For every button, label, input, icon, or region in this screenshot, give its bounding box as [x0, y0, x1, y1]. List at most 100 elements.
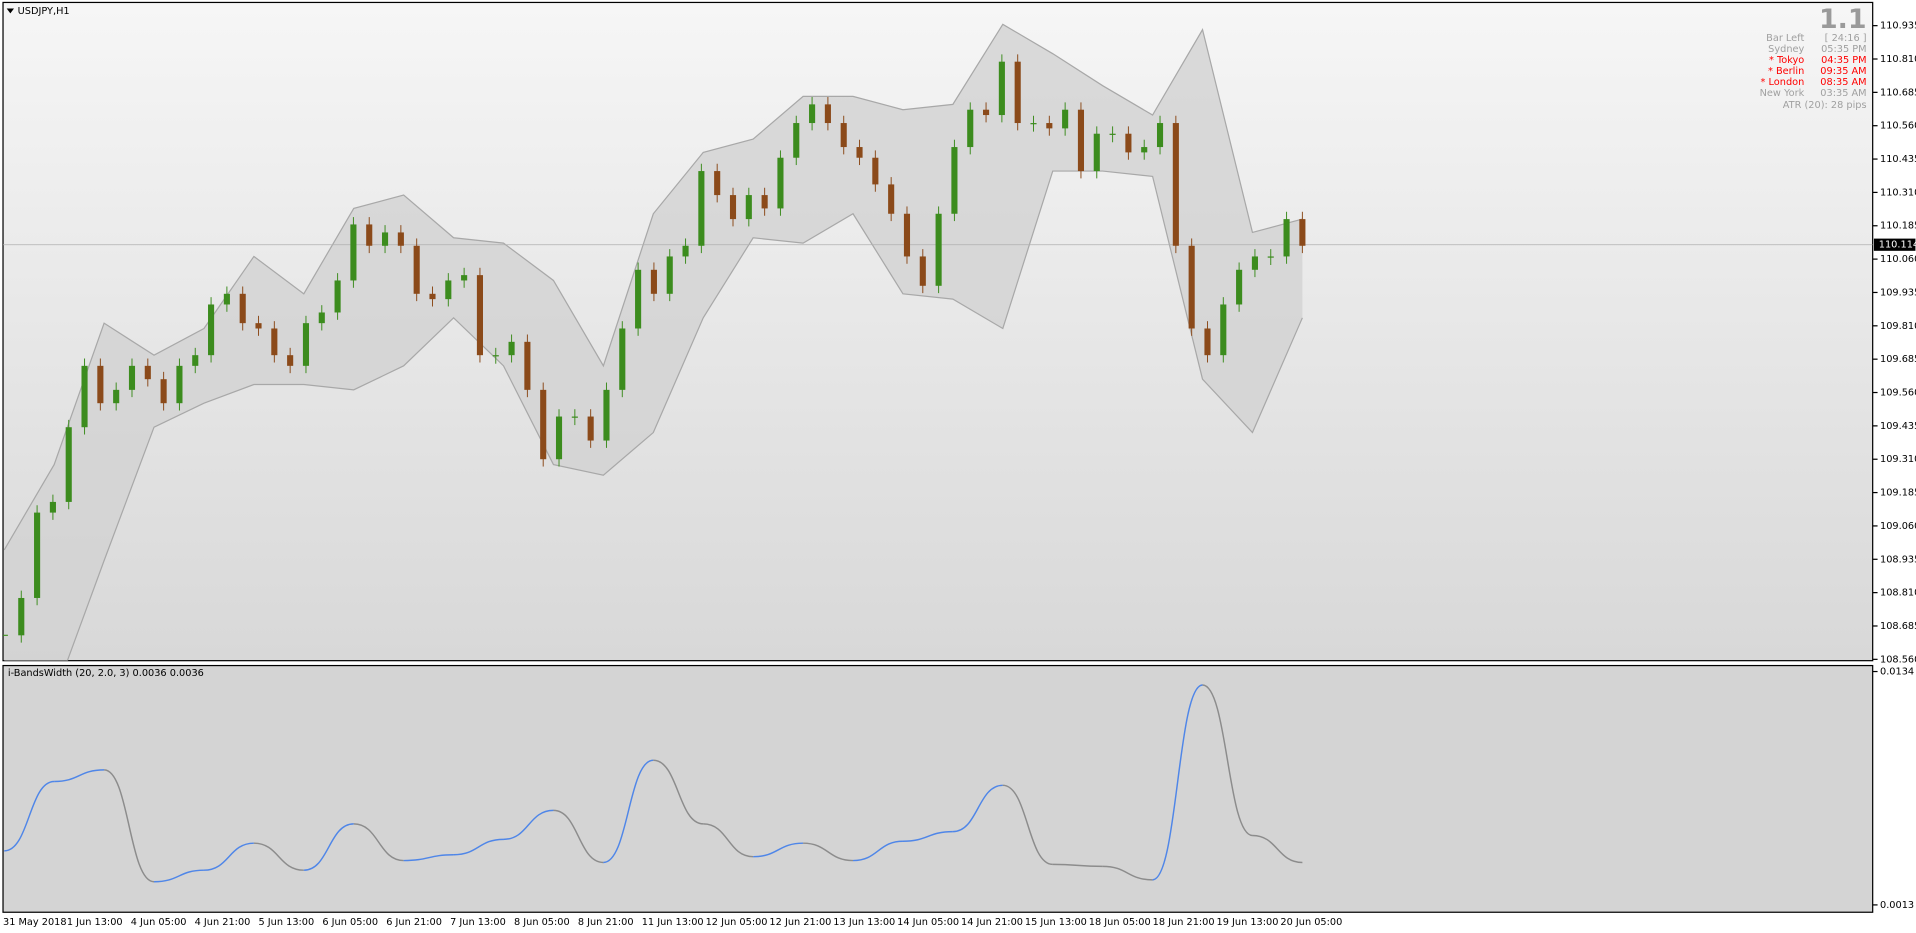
menu-arrow[interactable] [6, 8, 15, 14]
candle-body [619, 328, 626, 390]
candle-body [476, 275, 483, 356]
x-tick-label: 11 Jun 13:00 [642, 917, 704, 928]
x-tick-label: 8 Jun 21:00 [578, 917, 634, 928]
symbol-title: USDJPY,H1 [18, 6, 70, 17]
candle-body [1204, 328, 1211, 356]
bandwidth-segment [403, 854, 454, 862]
x-tick-label: 20 Jun 05:00 [1280, 917, 1342, 928]
info-value: [ 24:16 ] [1825, 33, 1867, 44]
bandwidth-segment [1002, 784, 1053, 866]
candle-body [1141, 147, 1148, 153]
x-tick-label: 4 Jun 21:00 [195, 917, 251, 928]
y-tick-label: 108.935 [1880, 554, 1916, 565]
info-label: * London [1761, 77, 1805, 88]
big-number: 1.1 [1819, 4, 1867, 35]
candle-body [1109, 133, 1116, 135]
y-tick-label: 110.435 [1880, 154, 1916, 165]
bandwidth-segment [653, 759, 704, 825]
candle-body [113, 389, 120, 404]
candle-body [413, 245, 420, 294]
candle-body [935, 213, 942, 286]
upper-band [3, 23, 1303, 551]
candle-body [998, 61, 1005, 116]
bandwidth-segment [4, 780, 55, 852]
bandwidth-segment [503, 809, 554, 841]
candle-body [824, 104, 831, 124]
candle-body [223, 293, 230, 305]
bandwidth-segment [303, 823, 354, 871]
candle-body [840, 123, 847, 148]
y-tick-label: 110.310 [1880, 187, 1916, 198]
candle-body [603, 389, 610, 441]
bandwidth-segment [703, 823, 754, 858]
x-tick-label: 15 Jun 13:00 [1025, 917, 1087, 928]
bandwidth-segment [803, 842, 854, 862]
candle-body [492, 355, 499, 357]
y-tick-label: 110.810 [1880, 54, 1916, 65]
x-tick-label: 14 Jun 05:00 [897, 917, 959, 928]
candle-body [508, 341, 515, 356]
y-tick-label: 109.560 [1880, 388, 1916, 399]
x-tick-label: 12 Jun 21:00 [769, 917, 831, 928]
candle-body [18, 597, 25, 636]
info-label: Sydney [1768, 44, 1804, 55]
bandwidth-segment [1052, 863, 1103, 868]
x-tick-label: 18 Jun 05:00 [1089, 917, 1151, 928]
candle-body [1093, 133, 1100, 172]
candle-body [650, 269, 657, 294]
candle-body [176, 365, 183, 404]
candle-body [903, 213, 911, 257]
candle-body [761, 195, 768, 209]
candle-body [983, 109, 990, 116]
x-tick-label: 31 May 2018 [3, 917, 67, 928]
bandwidth-segment [253, 842, 304, 871]
info-label: New York [1760, 88, 1805, 99]
band-area [4, 24, 1303, 661]
info-value: 04:35 PM [1821, 55, 1867, 66]
candle-body [540, 389, 547, 460]
candle-body [1077, 109, 1085, 172]
candle-body [793, 123, 800, 158]
y-tick-label: 109.935 [1880, 287, 1916, 298]
bandwidth-segment [553, 809, 604, 864]
candle-body [1172, 123, 1179, 246]
bandwidth-segment [1202, 684, 1253, 837]
bandwidth-segment [353, 823, 404, 862]
candle-body [1062, 109, 1069, 129]
x-tick-label: 13 Jun 13:00 [833, 917, 895, 928]
candle-body [445, 280, 452, 300]
candle-body [1156, 123, 1164, 148]
bandwidth-segment [154, 869, 204, 883]
info-value: 03:35 AM [1820, 88, 1866, 99]
x-tick-label: 19 Jun 13:00 [1217, 917, 1279, 928]
candle-body [888, 184, 895, 214]
lower-band [66, 170, 1303, 661]
info-label: * Tokyo [1769, 55, 1804, 66]
current-price-box [1873, 238, 1916, 251]
candle-body [34, 512, 41, 598]
candle-body [1014, 61, 1021, 124]
candle-body [302, 323, 310, 366]
candle-body [381, 232, 389, 246]
y-tick-label: 108.560 [1880, 654, 1916, 665]
info-value: 08:35 AM [1820, 77, 1866, 88]
candle-body [698, 171, 705, 246]
indicator-pane [2, 664, 1874, 913]
x-tick-label: 6 Jun 21:00 [386, 917, 442, 928]
bandwidth-segment [603, 759, 654, 864]
candle-body [208, 304, 215, 356]
x-tick-label: 12 Jun 05:00 [706, 917, 768, 928]
y-tick-label: 0.0013 [1880, 900, 1914, 911]
candle-body [571, 416, 578, 418]
candle-body [49, 501, 56, 513]
y-tick-label: 109.810 [1880, 321, 1916, 332]
x-tick-label: 7 Jun 13:00 [450, 917, 506, 928]
bandwidth-segment [54, 769, 105, 783]
candle-body [366, 224, 373, 246]
y-tick-label: 110.185 [1880, 221, 1916, 232]
candle-body [729, 195, 737, 220]
candle-body [872, 157, 879, 185]
bandwidth-segment [203, 842, 254, 871]
candle-body [334, 280, 341, 313]
